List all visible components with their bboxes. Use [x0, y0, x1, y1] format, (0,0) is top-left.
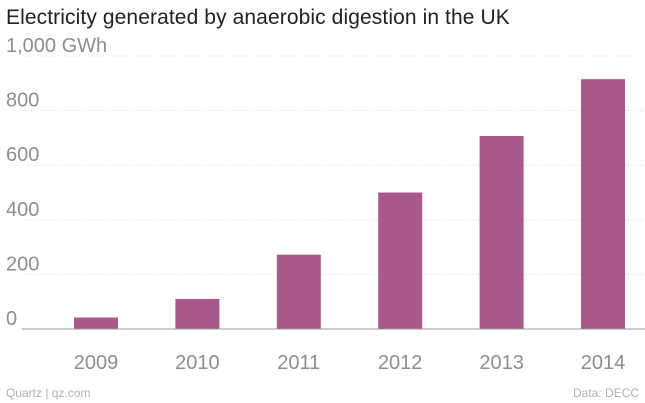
x-axis-ticks: 2009 2010 2011 2012 2013 2014	[74, 352, 626, 374]
x-tick-label: 2009	[74, 352, 119, 374]
bar-2014	[581, 79, 625, 329]
bar-2013	[479, 136, 524, 329]
y-tick-label: 400	[6, 199, 39, 221]
y-axis-ticks: 0 200 400 600 800 1,000 GWh	[6, 35, 107, 330]
x-tick-label: 2014	[581, 352, 626, 374]
y-tick-label: 1,000 GWh	[6, 35, 107, 57]
bar-2012	[378, 192, 423, 329]
x-tick-label: 2012	[378, 352, 423, 374]
chart-title: Electricity generated by anaerobic diges…	[6, 6, 510, 29]
y-tick-label: 0	[6, 308, 17, 330]
source-credit: Quartz | qz.com	[6, 386, 91, 400]
data-source: Data: DECC	[572, 386, 639, 400]
x-tick-label: 2011	[277, 352, 320, 374]
grid-lines	[22, 55, 645, 275]
x-tick-label: 2010	[175, 352, 220, 374]
y-tick-label: 600	[6, 144, 39, 166]
bars	[74, 79, 625, 329]
y-tick-label: 800	[6, 90, 39, 112]
bar-2011	[276, 254, 321, 329]
y-tick-label: 200	[6, 253, 39, 275]
bar-2010	[175, 299, 220, 329]
x-tick-label: 2013	[479, 352, 524, 374]
bar-2009	[74, 317, 118, 329]
